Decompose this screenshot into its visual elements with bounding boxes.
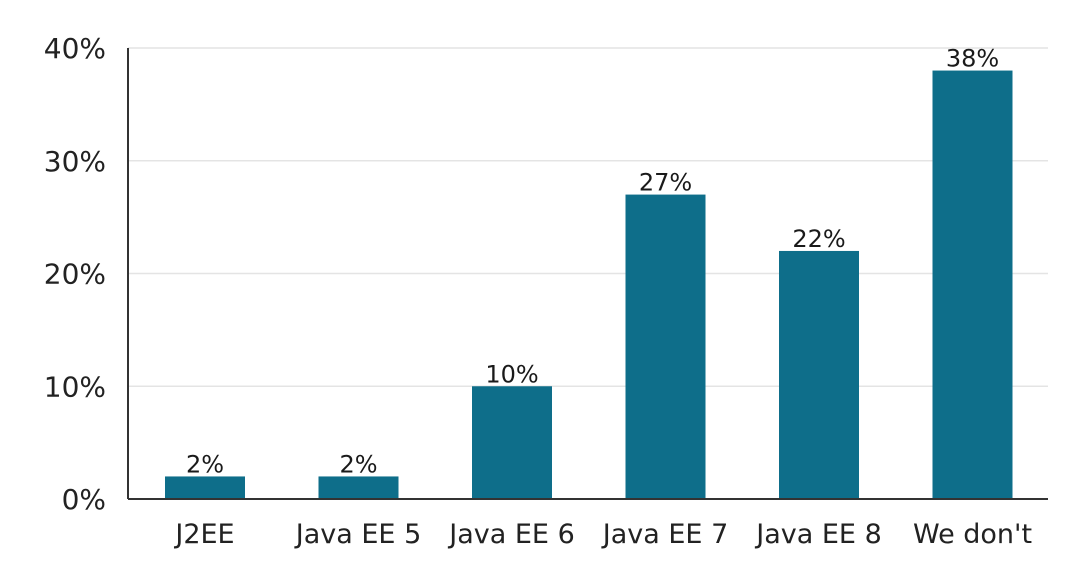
gridlines xyxy=(128,47,1048,387)
bar xyxy=(318,476,399,499)
y-tick-label: 40% xyxy=(44,32,106,65)
data-label: 2% xyxy=(186,450,224,478)
data-labels: 2% 2% 10% 27% 22% 38% xyxy=(186,45,999,479)
data-label: 38% xyxy=(946,45,999,73)
bar xyxy=(779,250,859,499)
data-label: 10% xyxy=(485,360,538,388)
y-tick-label: 30% xyxy=(44,145,106,178)
x-category-label: Java EE 5 xyxy=(294,519,422,550)
data-label: 2% xyxy=(339,450,377,478)
data-label: 27% xyxy=(639,169,692,197)
bar xyxy=(625,194,706,499)
x-category-label: We don't xyxy=(913,519,1032,550)
x-category-label: Java EE 8 xyxy=(754,519,882,550)
data-label: 22% xyxy=(792,225,845,253)
x-category-labels: J2EE Java EE 5 Java EE 6 Java EE 7 Java EE 8… xyxy=(173,519,1032,550)
bar xyxy=(932,70,1013,500)
bars xyxy=(165,70,1013,500)
y-tick-label: 20% xyxy=(44,258,106,291)
x-category-label: Java EE 6 xyxy=(447,519,575,550)
y-tick-labels: 0% 10% 20% 30% 40% xyxy=(44,32,106,516)
bar xyxy=(472,386,552,499)
y-tick-label: 0% xyxy=(62,483,106,516)
x-category-label: Java EE 7 xyxy=(601,519,729,550)
y-tick-label: 10% xyxy=(44,370,106,403)
x-category-label: J2EE xyxy=(173,519,234,550)
bar xyxy=(165,476,245,499)
